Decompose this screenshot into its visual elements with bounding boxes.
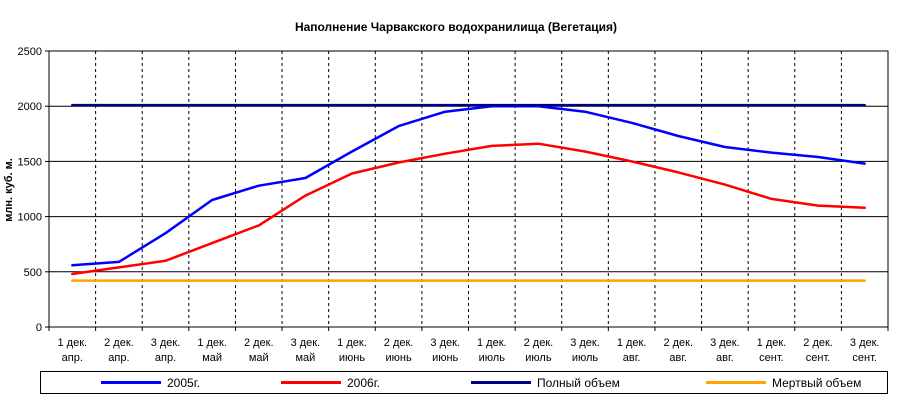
x-tick-label: июнь [385,352,411,364]
grid-lines [49,51,888,327]
legend-swatch [101,381,161,384]
x-tick-label: 2 дек. [524,337,554,349]
x-tick-label: апр. [155,352,176,364]
x-tick-label: июнь [432,352,458,364]
x-tick-label: 2 дек. [803,337,833,349]
y-tick-label: 0 [36,322,42,334]
y-tick-label: 1000 [18,212,42,224]
legend: 2005г. 2006г. Полный объем Мертвый объем [40,371,888,394]
x-tick-label: июнь [339,352,365,364]
y-tick-label: 2000 [18,101,42,113]
x-tick-label: 3 дек. [151,337,181,349]
series-lines [71,103,866,282]
x-tick-label: 2 дек. [244,337,274,349]
x-tick-label: 2 дек. [663,337,693,349]
y-tick-label: 500 [24,267,42,279]
x-tick-label: сент. [806,352,831,364]
legend-item: Мертвый объем [706,372,861,393]
x-tick-label: 3 дек. [710,337,740,349]
x-tick-label: сент. [852,352,877,364]
x-tick-label: май [202,352,222,364]
x-tick-label: апр. [62,352,83,364]
y-tick-label: 2500 [18,46,42,58]
x-tick-label: сент. [759,352,784,364]
legend-item: 2006г. [281,372,380,393]
x-tick-label: 2 дек. [384,337,414,349]
x-tick-label: 1 дек. [617,337,647,349]
legend-item: 2005г. [101,372,200,393]
x-tick-label: июль [525,352,552,364]
x-tick-label: авг. [669,352,687,364]
legend-item: Полный объем [471,372,620,393]
x-tick-label: 3 дек. [570,337,600,349]
x-tick-label: май [295,352,315,364]
series-line-2 [71,142,866,276]
y-axis-label: млн. куб. м. [3,158,15,222]
y-tick-label: 1500 [18,156,42,168]
series-line-1 [71,104,866,267]
x-tick-label: 1 дек. [58,337,88,349]
legend-label: Полный объем [537,375,620,390]
legend-label: Мертвый объем [772,375,862,390]
x-tick-label: авг. [716,352,734,364]
legend-swatch [471,381,531,384]
x-tick-label: июль [479,352,506,364]
tick-labels: 0 500 1000 1500 2000 2500 1 дек. апр. 2 дек. апр.… [18,46,880,364]
x-tick-label: 1 дек. [477,337,507,349]
x-tick-label: авг. [623,352,641,364]
chart-title: Наполнение Чарвакского водохранилища (Ве… [294,20,618,34]
x-tick-label: 1 дек. [337,337,367,349]
legend-swatch [281,381,341,384]
x-tick-label: 3 дек. [850,337,880,349]
x-tick-label: апр. [108,352,129,364]
x-tick-label: 2 дек. [104,337,134,349]
x-tick-label: 1 дек. [757,337,787,349]
x-tick-label: 3 дек. [291,337,321,349]
x-tick-label: 3 дек. [430,337,460,349]
legend-label: 2006г. [347,375,380,390]
x-tick-label: 1 дек. [197,337,227,349]
plot-area: 0 500 1000 1500 2000 2500 1 дек. апр. 2 дек. апр.… [3,46,889,364]
legend-swatch [706,381,766,384]
axes [45,50,889,331]
x-tick-label: июль [572,352,599,364]
legend-label: 2005г. [167,375,200,390]
x-tick-label: май [249,352,269,364]
